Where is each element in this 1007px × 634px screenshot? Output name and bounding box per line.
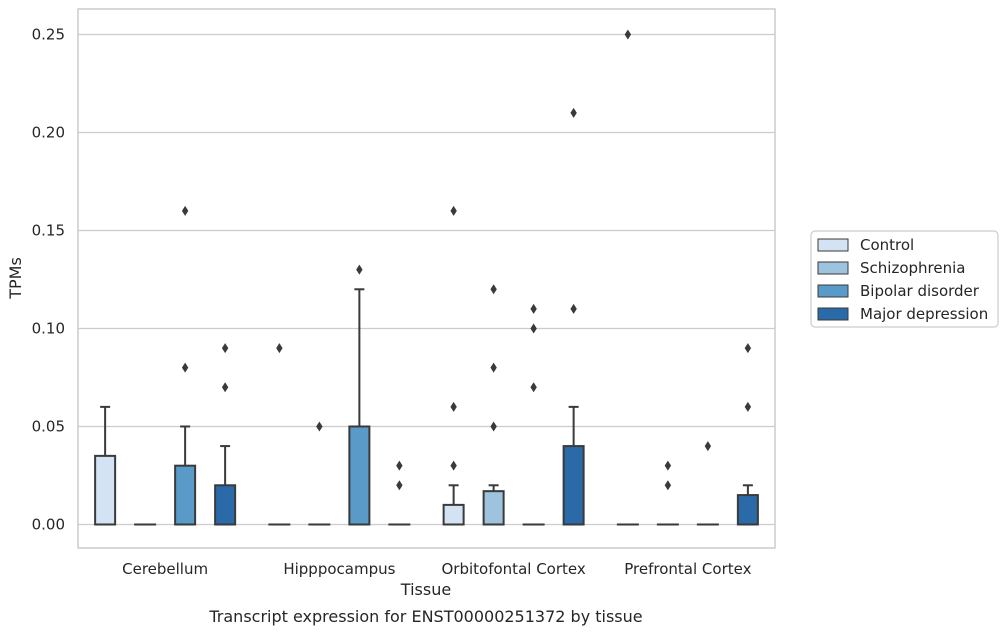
outlier-point [530,303,537,314]
box [562,445,585,526]
y-tick-label: 0.15 [32,221,65,239]
x-tick-label: Orbitofontal Cortex [442,560,586,578]
plot-frame [77,8,776,549]
outlier-point [356,264,363,275]
y-tick-label: 0.00 [32,515,65,533]
outlier-point [396,480,403,491]
legend-label: Schizophrenia [860,259,965,277]
axis-labels: Tissue Transcript expression for ENST000… [6,257,643,626]
outlier-point [181,205,189,216]
outlier-point [664,480,672,491]
outlier-point [316,421,323,432]
box [348,425,371,526]
gridlines [78,33,775,526]
boxes [94,288,759,526]
x-tick-label: Prefrontal Cortex [624,560,751,578]
chart-caption: Transcript expression for ENST0000025137… [208,607,642,626]
axes: 0.00 0.05 0.10 0.15 0.20 0.25 Cerebellum Hipppo… [32,8,776,578]
outlier-point [530,323,537,334]
outlier-point [490,284,497,295]
outlier-point [570,107,577,118]
outlier-point [744,343,752,354]
outlier-point [221,382,229,393]
legend-swatch [817,261,849,275]
box [174,464,197,526]
y-tick-label: 0.20 [32,123,65,141]
outlier-point [181,362,189,373]
legend: Control Schizophrenia Bipolar disorder Majo… [810,230,999,328]
y-tick-label: 0.10 [32,319,65,337]
y-tick-label: 0.05 [32,417,65,435]
x-tick-label: Hipppocampus [283,560,395,578]
outlier-point [490,421,497,432]
outlier-points [181,29,752,491]
box [482,490,505,526]
outlier-point [704,441,712,452]
outlier-point [744,401,752,412]
outlier-point [624,29,632,40]
box [442,503,465,526]
legend-swatch [817,307,849,321]
legend-label: Control [860,236,914,254]
outlier-point [450,205,457,216]
outlier-point [664,460,672,471]
outlier-point [221,343,229,354]
box [94,454,117,526]
legend-label: Major depression [860,305,988,323]
outlier-point [450,460,457,471]
x-axis-label: Tissue [400,580,451,599]
outlier-point [570,303,577,314]
legend-swatch [817,238,849,252]
outlier-point [276,343,283,354]
legend-swatch [817,284,849,298]
box [214,484,237,526]
legend-box [810,230,999,328]
box [736,494,759,526]
outlier-point [396,460,403,471]
outlier-point [450,401,457,412]
legend-label: Bipolar disorder [860,282,980,300]
y-tick-label: 0.25 [32,25,65,43]
y-axis-label: TPMs [6,257,25,300]
x-tick-label: Cerebellum [122,560,208,578]
outlier-point [490,362,497,373]
outlier-point [530,382,537,393]
